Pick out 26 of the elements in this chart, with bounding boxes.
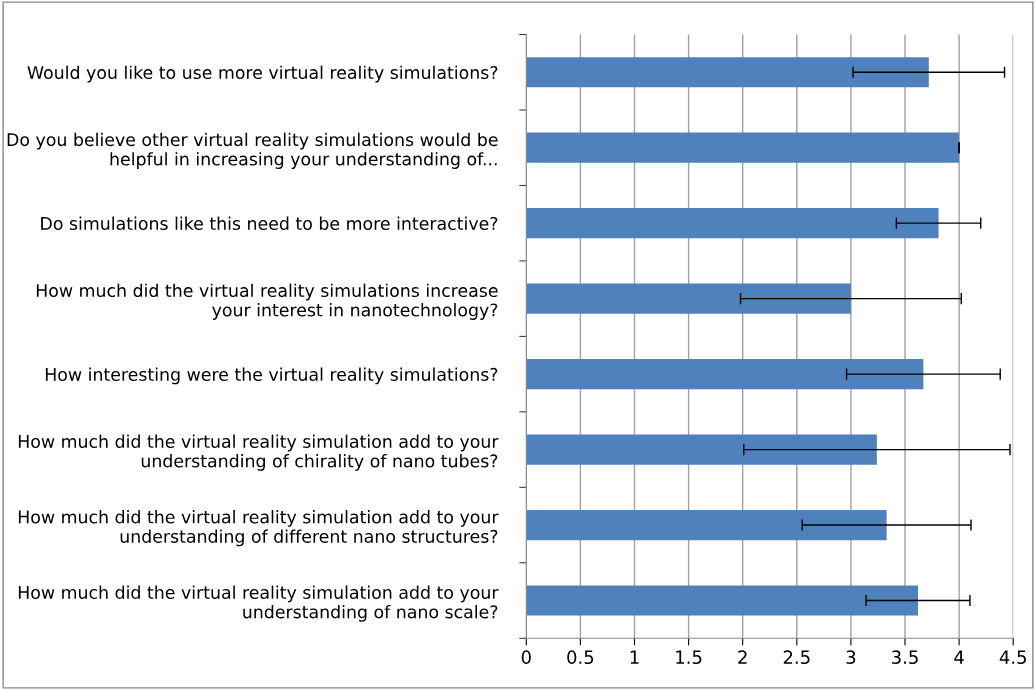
- bar: [526, 509, 887, 541]
- y-tick-label: How much did the virtual reality simulation add to your understanding of nano scale?: [18, 585, 499, 622]
- y-tick-label: How much did the virtual reality simulations increase your interest in nanotechnology?: [36, 283, 498, 320]
- bar: [526, 57, 929, 88]
- x-tick-label: 4: [954, 650, 964, 664]
- x-tick-label: 3: [846, 650, 856, 665]
- x-tick-label: 1.5: [676, 650, 702, 665]
- bar: [526, 359, 924, 390]
- bar: [526, 585, 918, 616]
- x-tick-label: 2: [738, 650, 747, 664]
- y-tick-label: How much did the virtual reality simulation add to your understanding of chirality of nano tubes?: [18, 434, 499, 471]
- y-tick-label: Do you believe other virtual reality simulations would be helpful in increasing your understanding of...: [7, 132, 498, 169]
- bar: [526, 283, 851, 314]
- x-tick-label: 4.5: [999, 650, 1026, 665]
- x-tick-label: 0.5: [567, 650, 594, 665]
- bar: [526, 208, 939, 239]
- y-tick-label: Would you like to use more virtual reality simulations?: [27, 65, 498, 83]
- y-tick-label: How much did the virtual reality simulation add to your understanding of different nano structures?: [18, 510, 499, 547]
- x-tick-label: 2.5: [783, 650, 810, 665]
- x-tick-label: 0: [521, 650, 531, 665]
- bar: [526, 434, 877, 465]
- y-tick-label: How interesting were the virtual reality simulations?: [45, 367, 498, 385]
- y-tick-label: Do simulations like this need to be more interactive?: [41, 216, 498, 231]
- x-tick-label: 3.5: [892, 650, 918, 665]
- x-tick-label: 1: [630, 650, 639, 664]
- bar: [526, 132, 960, 163]
